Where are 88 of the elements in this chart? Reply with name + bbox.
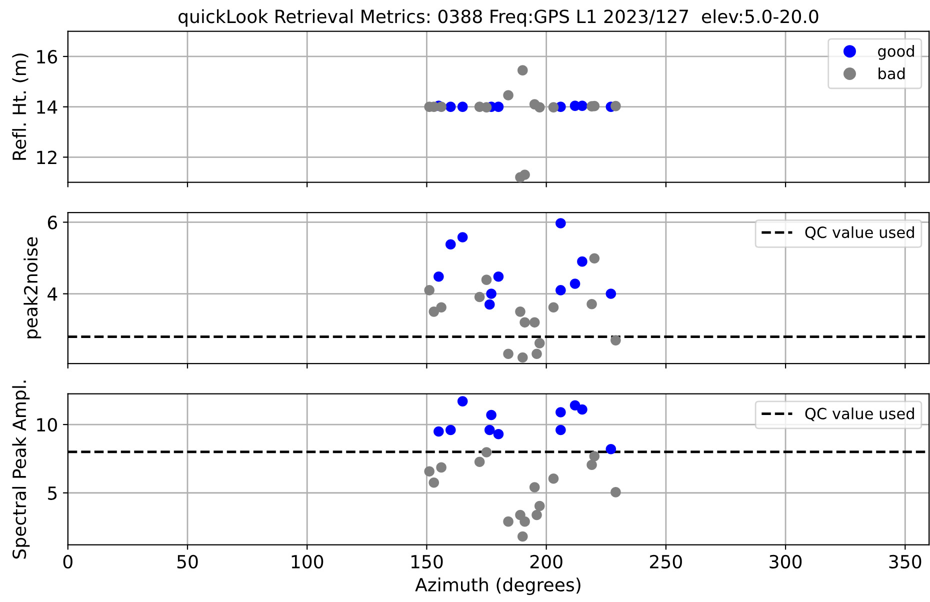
point [529, 317, 540, 328]
point [577, 256, 588, 267]
y-axis-title: Spectral Peak Ampl. [12, 380, 30, 559]
point [486, 288, 496, 299]
point [434, 271, 444, 282]
y-tick-label: 16 [37, 50, 58, 64]
point [434, 426, 444, 437]
point [556, 218, 566, 228]
y-tick-label: 6 [48, 216, 58, 230]
point [445, 424, 456, 436]
x-tick-label: 250 [650, 554, 682, 569]
legend-label: QC value used [805, 226, 914, 240]
point [610, 487, 621, 498]
y-tick-label: 4 [48, 287, 58, 301]
point [606, 444, 616, 454]
point [457, 396, 468, 406]
point [436, 302, 446, 313]
x-tick-label: 150 [411, 554, 443, 569]
point [436, 462, 446, 473]
point [577, 100, 588, 111]
point [556, 424, 566, 436]
point [457, 102, 468, 112]
x-tick-label: 350 [889, 554, 922, 569]
point [493, 102, 504, 112]
y-tick-label: 5 [48, 486, 57, 500]
point [586, 460, 597, 470]
y-tick-label: 14 [37, 100, 58, 114]
point [548, 474, 559, 484]
legend-label: good [878, 45, 914, 60]
point [474, 292, 485, 302]
point [481, 274, 492, 285]
point [493, 428, 504, 440]
point [493, 271, 504, 282]
point [520, 317, 530, 328]
point [503, 348, 514, 360]
point [520, 516, 530, 527]
point [445, 239, 456, 250]
point [481, 447, 492, 458]
point [515, 306, 526, 317]
x-tick-label: 100 [292, 554, 324, 569]
point [474, 456, 485, 467]
point [532, 348, 542, 360]
point [428, 477, 440, 488]
point [556, 285, 566, 296]
point [517, 352, 528, 363]
point [503, 90, 514, 100]
x-tick-label: 0 [63, 554, 72, 569]
point [457, 232, 468, 242]
x-tick-label: 200 [530, 554, 562, 569]
point [424, 285, 434, 296]
point [534, 102, 545, 112]
point [520, 170, 530, 180]
point [424, 466, 434, 477]
legend-label: bad [878, 67, 905, 80]
point [529, 482, 540, 492]
x-tick-label: 300 [770, 554, 802, 569]
point [436, 102, 446, 112]
point [534, 500, 545, 512]
point [481, 102, 492, 112]
point [610, 335, 621, 346]
point [532, 510, 542, 520]
point [556, 407, 566, 418]
chart-title: quickLook Retrieval Metrics: 0388 Freq:GPS L1 2023/127 elev:5.0-20.0 [178, 9, 818, 27]
x-tick-label: 50 [177, 554, 198, 569]
point [503, 516, 514, 527]
point [486, 410, 496, 420]
y-axis-title: Refl. Ht. (m) [12, 54, 28, 160]
point [484, 299, 495, 310]
point [589, 451, 600, 462]
point [577, 404, 588, 415]
point [586, 299, 597, 310]
point [606, 288, 616, 299]
point [548, 302, 559, 313]
point [484, 424, 495, 436]
point [445, 102, 456, 112]
y-axis-title: peak2noise [24, 237, 42, 338]
x-axis-title: Azimuth (degrees) [415, 578, 580, 596]
y-tick-label: 12 [37, 150, 56, 164]
point [610, 100, 621, 112]
point [517, 531, 528, 542]
point [548, 102, 559, 112]
point [570, 278, 580, 289]
y-tick-label: 10 [37, 418, 57, 432]
legend-label: QC value used [805, 408, 914, 422]
point [534, 338, 545, 348]
point [517, 65, 528, 76]
point [428, 306, 440, 317]
point [589, 253, 600, 264]
